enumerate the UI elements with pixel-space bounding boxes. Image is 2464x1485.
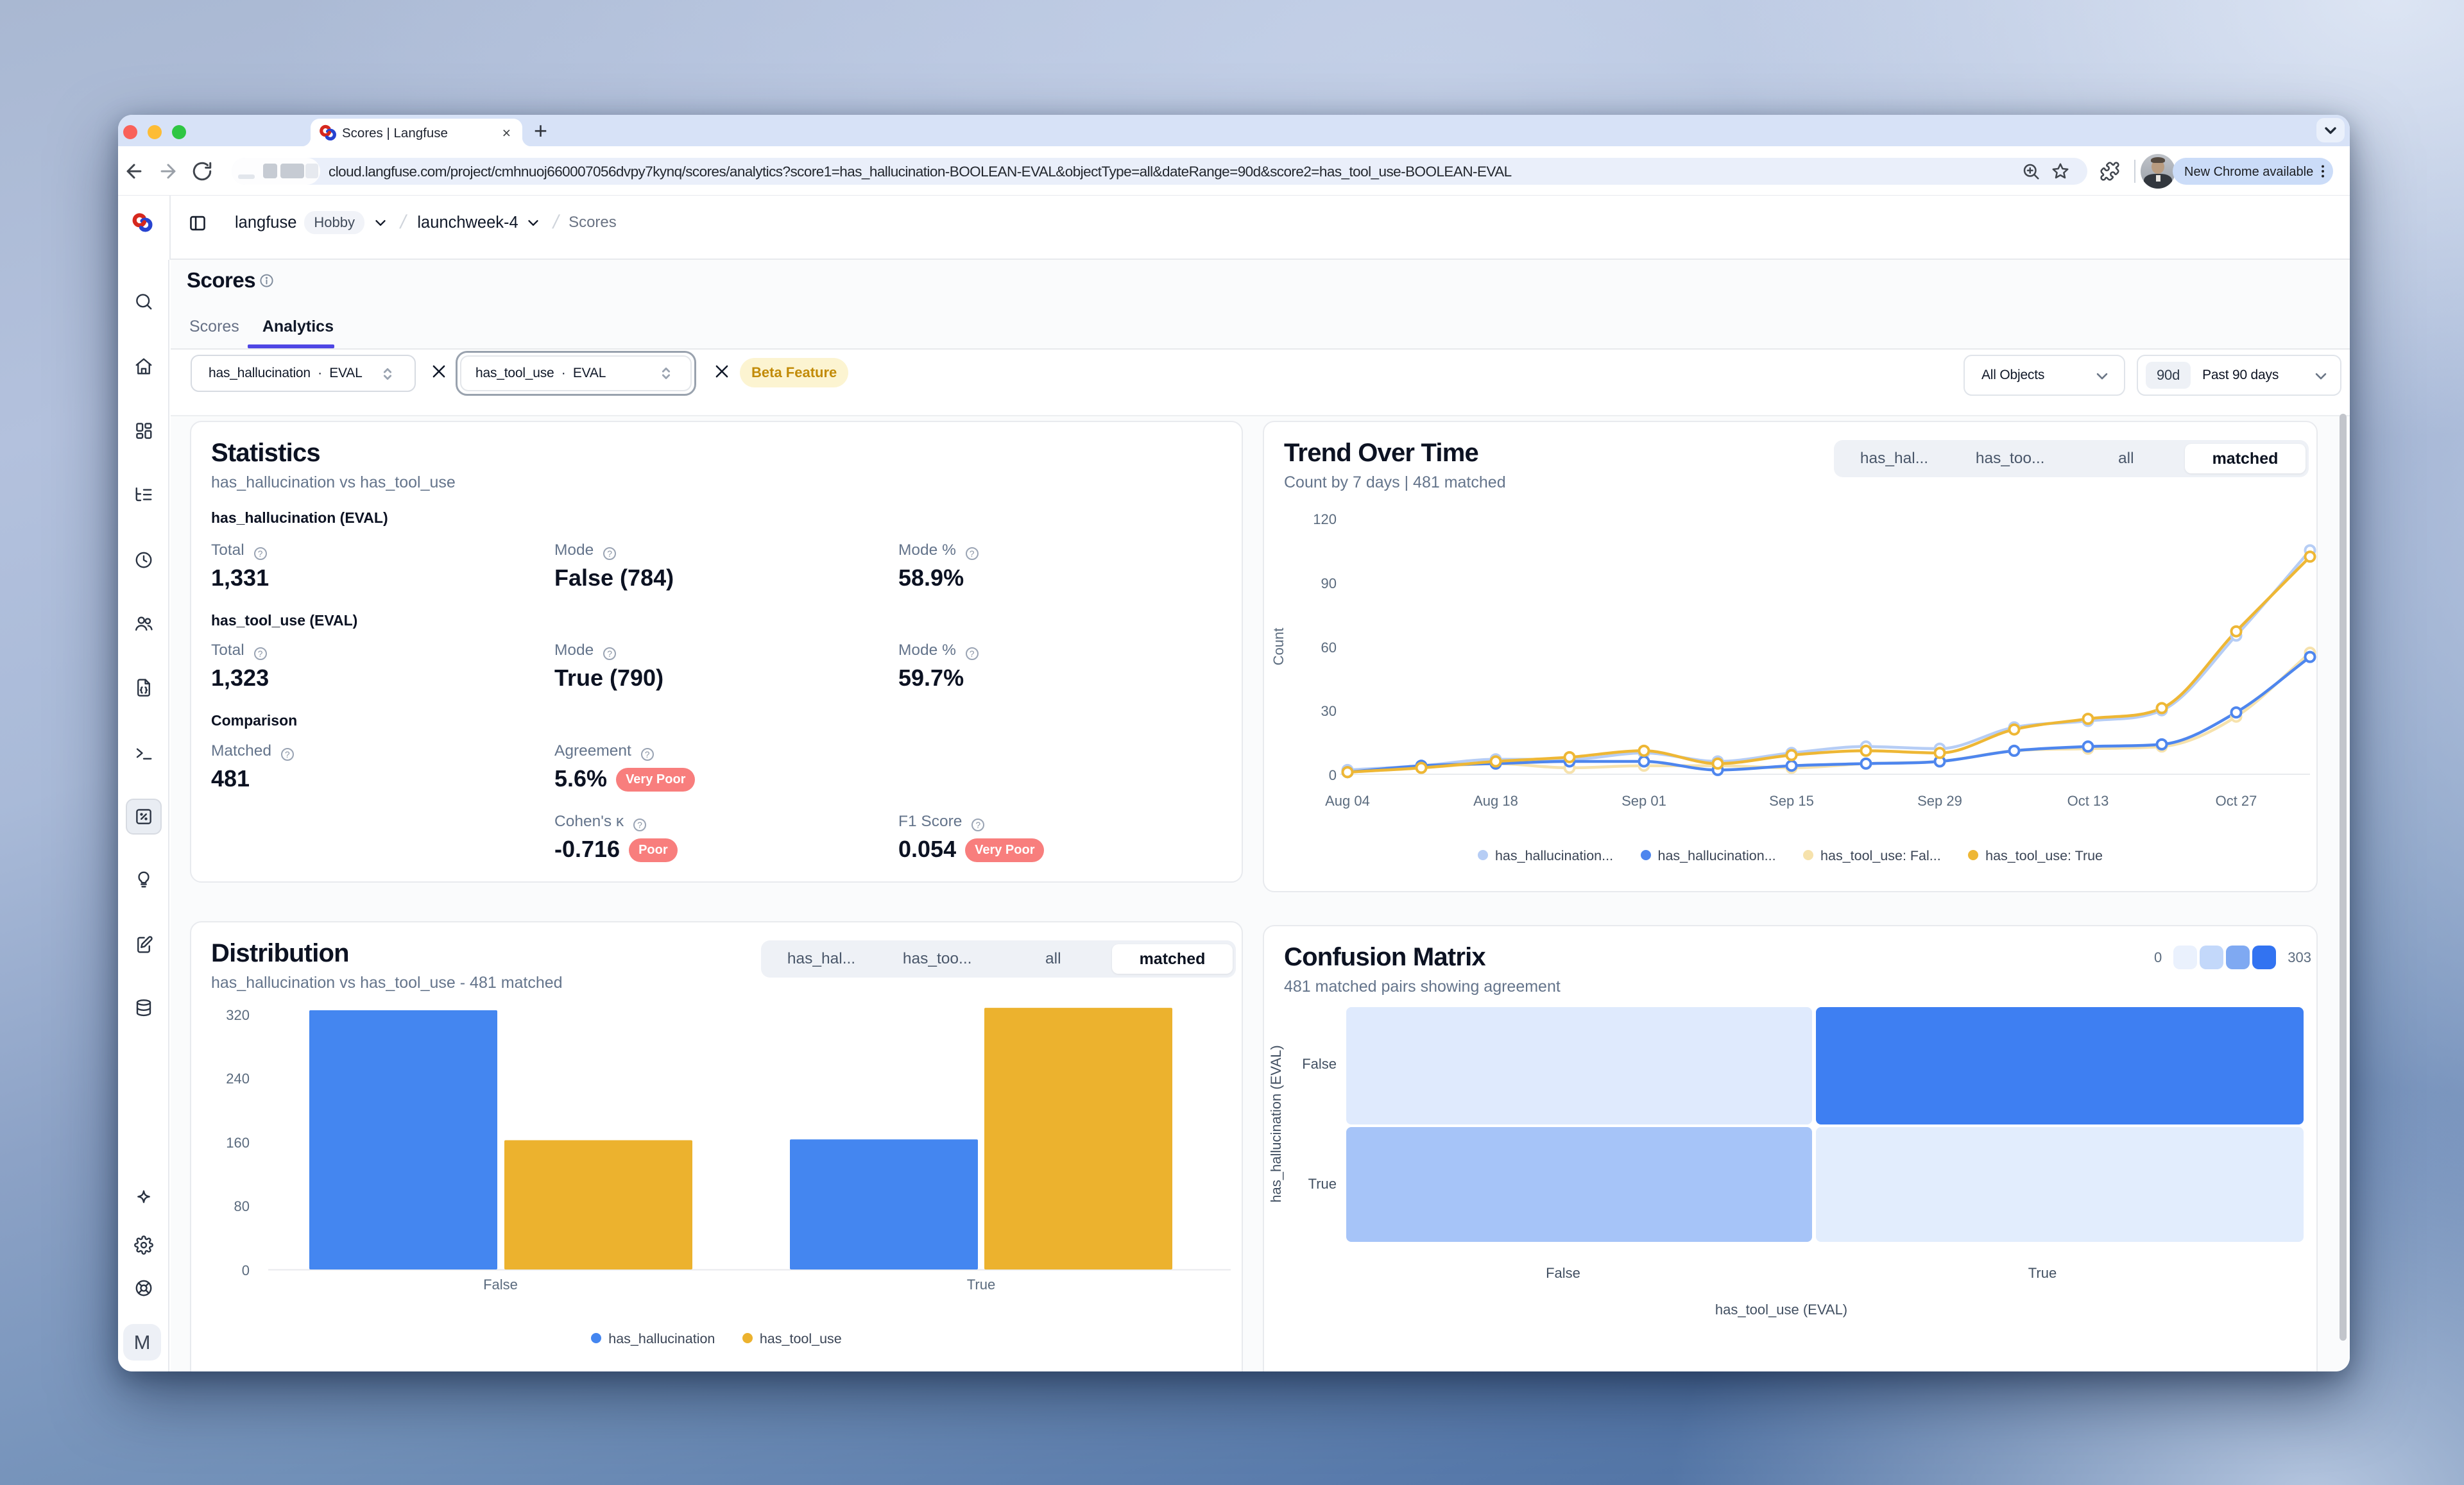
svg-text:320: 320 bbox=[226, 1007, 250, 1023]
svg-text:80: 80 bbox=[234, 1198, 250, 1214]
svg-text:0: 0 bbox=[1329, 767, 1337, 783]
svg-text:Sep 01: Sep 01 bbox=[1621, 793, 1666, 809]
svg-text:90: 90 bbox=[1321, 575, 1337, 591]
svg-text:240: 240 bbox=[226, 1071, 250, 1087]
svg-text:True: True bbox=[967, 1277, 995, 1293]
svg-text:Aug 18: Aug 18 bbox=[1473, 793, 1518, 809]
svg-text:Oct 27: Oct 27 bbox=[2216, 793, 2257, 809]
svg-text:Sep 29: Sep 29 bbox=[1917, 793, 1962, 809]
svg-text:120: 120 bbox=[1313, 511, 1337, 527]
svg-text:Oct 13: Oct 13 bbox=[2067, 793, 2109, 809]
svg-text:60: 60 bbox=[1321, 640, 1337, 656]
svg-text:160: 160 bbox=[226, 1135, 250, 1151]
svg-text:Count: Count bbox=[1270, 628, 1287, 666]
svg-text:30: 30 bbox=[1321, 703, 1337, 719]
svg-text:Sep 15: Sep 15 bbox=[1769, 793, 1814, 809]
svg-text:0: 0 bbox=[242, 1262, 250, 1278]
svg-text:False: False bbox=[483, 1277, 518, 1293]
svg-text:Aug 04: Aug 04 bbox=[1325, 793, 1370, 809]
